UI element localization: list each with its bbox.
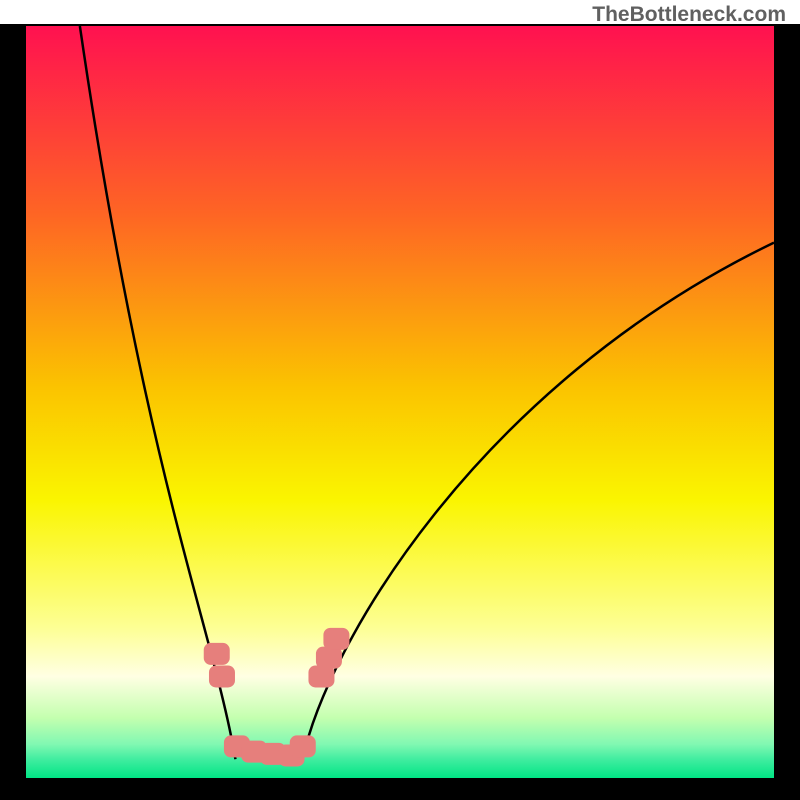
data-marker <box>323 628 349 650</box>
data-marker <box>290 735 316 757</box>
plot-overlay <box>26 26 774 778</box>
watermark-text: TheBottleneck.com <box>0 0 800 24</box>
curve-right <box>303 243 774 760</box>
data-marker <box>308 665 334 687</box>
data-marker <box>209 665 235 687</box>
data-marker <box>316 647 342 669</box>
chart-frame: TheBottleneck.com <box>0 0 800 800</box>
data-marker <box>204 643 230 665</box>
